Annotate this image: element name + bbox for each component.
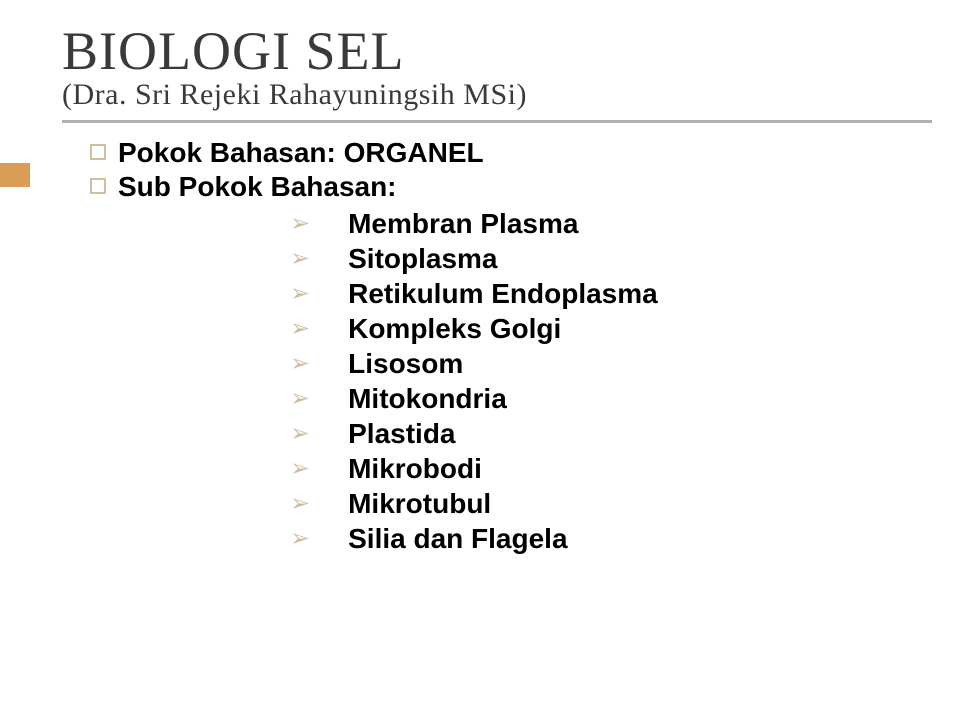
sub-item-label: Lisosom: [348, 347, 463, 381]
chevron-right-icon: ➢: [290, 312, 310, 346]
slide: BIOLOGI SEL (Dra. Sri Rejeki Rahayunings…: [0, 0, 960, 720]
list-item: ➢ Retikulum Endoplasma: [290, 277, 960, 311]
list-item: ➢ Silia dan Flagela: [290, 522, 960, 556]
sub-item-label: Retikulum Endoplasma: [348, 277, 658, 311]
topic-item: Sub Pokok Bahasan:: [90, 171, 960, 203]
list-item: ➢ Mikrotubul: [290, 487, 960, 521]
topic-label: Sub Pokok Bahasan:: [118, 171, 397, 203]
list-item: ➢ Mikrobodi: [290, 452, 960, 486]
sub-item-label: Membran Plasma: [348, 207, 578, 241]
title-block: BIOLOGI SEL (Dra. Sri Rejeki Rahayunings…: [0, 0, 960, 123]
sub-topic-list: ➢ Membran Plasma ➢ Sitoplasma ➢ Retikulu…: [90, 205, 960, 556]
list-item: ➢ Sitoplasma: [290, 242, 960, 276]
chevron-right-icon: ➢: [290, 382, 310, 416]
sub-item-label: Mikrotubul: [348, 487, 491, 521]
sub-item-label: Kompleks Golgi: [348, 312, 561, 346]
chevron-right-icon: ➢: [290, 417, 310, 451]
content-area: Pokok Bahasan: ORGANEL Sub Pokok Bahasan…: [0, 123, 960, 556]
chevron-right-icon: ➢: [290, 277, 310, 311]
sub-item-label: Plastida: [348, 417, 455, 451]
chevron-right-icon: ➢: [290, 452, 310, 486]
list-item: ➢ Mitokondria: [290, 382, 960, 416]
sub-item-label: Mitokondria: [348, 382, 507, 416]
accent-bar: [0, 163, 30, 187]
square-bullet-icon: [90, 178, 106, 194]
chevron-right-icon: ➢: [290, 347, 310, 381]
chevron-right-icon: ➢: [290, 242, 310, 276]
list-item: ➢ Membran Plasma: [290, 207, 960, 241]
chevron-right-icon: ➢: [290, 522, 310, 556]
topic-label: Pokok Bahasan: ORGANEL: [118, 137, 484, 169]
list-item: ➢ Kompleks Golgi: [290, 312, 960, 346]
list-item: ➢ Plastida: [290, 417, 960, 451]
chevron-right-icon: ➢: [290, 487, 310, 521]
slide-title: BIOLOGI SEL: [62, 20, 960, 82]
topic-item: Pokok Bahasan: ORGANEL: [90, 137, 960, 169]
slide-subtitle: (Dra. Sri Rejeki Rahayuningsih MSi): [62, 78, 960, 112]
list-item: ➢ Lisosom: [290, 347, 960, 381]
sub-item-label: Mikrobodi: [348, 452, 482, 486]
sub-item-label: Silia dan Flagela: [348, 522, 567, 556]
sub-item-label: Sitoplasma: [348, 242, 497, 276]
square-bullet-icon: [90, 144, 106, 160]
chevron-right-icon: ➢: [290, 207, 310, 241]
